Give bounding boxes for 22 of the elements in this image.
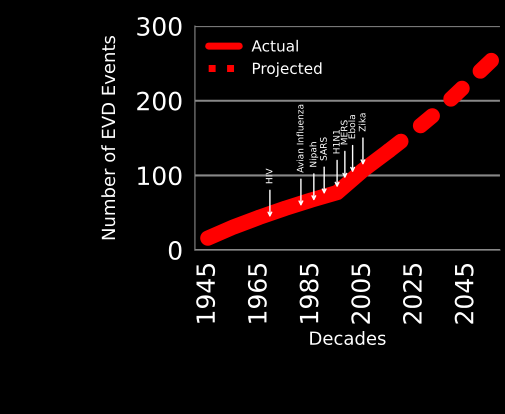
x-tick-label: 1965	[248, 264, 267, 323]
annotation: Nipah	[309, 142, 318, 167]
legend-label: Projected	[252, 62, 322, 78]
annotation: Zika	[358, 113, 366, 132]
annotation: H1N1	[333, 130, 340, 154]
x-tick-label: 2005	[351, 264, 370, 324]
x-tick-label: 2045	[454, 264, 474, 324]
x-tick-label: 2025	[402, 264, 422, 324]
annotation: Avian Influenza	[296, 104, 304, 173]
annotation: SARS	[320, 137, 327, 160]
annotation: Ebola	[348, 115, 356, 138]
y-tick-label: 0	[168, 241, 182, 260]
x-axis-title: Decades	[310, 331, 386, 346]
x-tick-label: 1985	[300, 264, 319, 323]
y-tick-label: 200	[137, 92, 182, 111]
legend-label: Actual	[252, 40, 298, 52]
annotation: HIV	[266, 168, 272, 184]
y-tick-label: 300	[137, 17, 182, 36]
x-tick-label: 1945	[196, 264, 216, 323]
y-tick-label: 100	[138, 166, 182, 186]
y-axis-title: Number of EVD Events	[101, 36, 116, 240]
annotation: MERS	[340, 120, 348, 144]
